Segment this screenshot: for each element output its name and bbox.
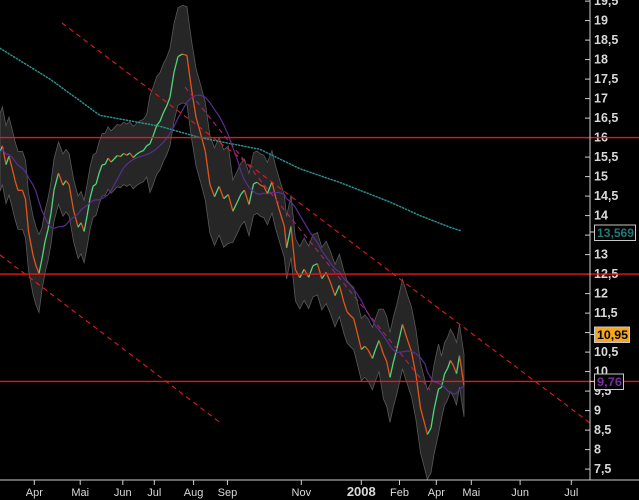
svg-text:16,5: 16,5	[594, 111, 618, 125]
svg-text:10,5: 10,5	[594, 345, 618, 359]
svg-text:9,76: 9,76	[597, 375, 622, 389]
svg-text:9: 9	[594, 404, 601, 418]
svg-text:Mai: Mai	[71, 487, 89, 499]
svg-text:17,5: 17,5	[594, 72, 618, 86]
svg-text:14: 14	[594, 209, 608, 223]
svg-text:2008: 2008	[347, 484, 376, 499]
svg-text:Aug: Aug	[184, 487, 204, 499]
svg-text:Mai: Mai	[462, 487, 480, 499]
svg-text:15: 15	[594, 170, 608, 184]
svg-text:Sep: Sep	[218, 487, 238, 499]
svg-text:10,95: 10,95	[597, 328, 628, 342]
svg-text:Feb: Feb	[390, 487, 409, 499]
svg-text:19: 19	[594, 14, 608, 28]
svg-text:12: 12	[594, 287, 608, 301]
svg-text:Nov: Nov	[292, 487, 312, 499]
svg-text:11,5: 11,5	[594, 306, 618, 320]
svg-text:7,5: 7,5	[594, 462, 611, 476]
svg-text:Apr: Apr	[428, 487, 445, 499]
svg-text:13,569: 13,569	[597, 226, 634, 240]
svg-text:18,5: 18,5	[594, 33, 618, 47]
svg-text:Jul: Jul	[564, 487, 578, 499]
svg-text:8,5: 8,5	[594, 423, 611, 437]
svg-text:Jun: Jun	[114, 487, 132, 499]
svg-text:Apr: Apr	[26, 487, 43, 499]
svg-text:19,5: 19,5	[594, 0, 618, 8]
svg-text:13: 13	[594, 248, 608, 262]
svg-text:17: 17	[594, 92, 608, 106]
svg-text:Jul: Jul	[147, 487, 161, 499]
svg-text:18: 18	[594, 53, 608, 67]
svg-text:14,5: 14,5	[594, 189, 618, 203]
svg-text:15,5: 15,5	[594, 150, 618, 164]
svg-text:Jun: Jun	[511, 487, 529, 499]
svg-text:8: 8	[594, 443, 601, 457]
